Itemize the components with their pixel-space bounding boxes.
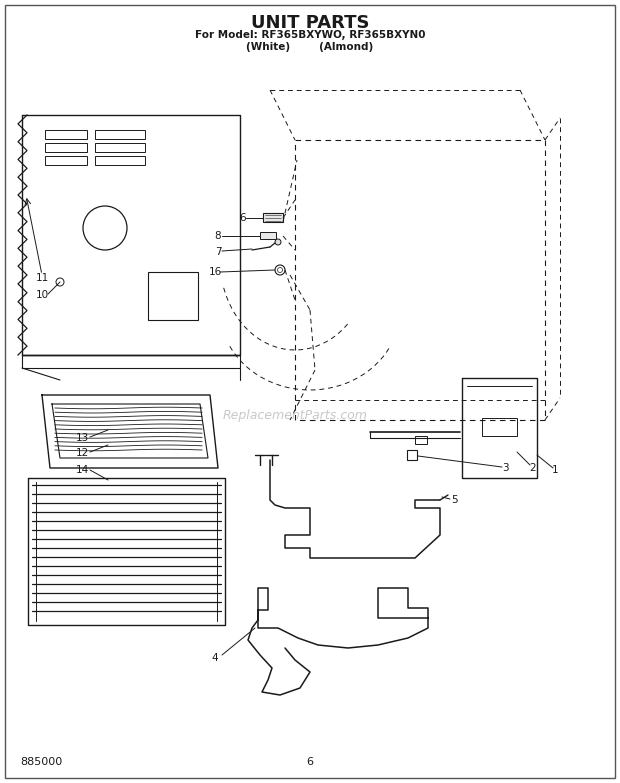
Text: 6: 6 xyxy=(306,757,314,767)
Bar xyxy=(45,156,87,165)
Bar xyxy=(95,130,145,139)
Text: 16: 16 xyxy=(208,267,221,277)
Text: 10: 10 xyxy=(35,290,48,300)
Text: For Model: RF365BXYWO, RF365BXYN0: For Model: RF365BXYWO, RF365BXYN0 xyxy=(195,30,425,40)
Bar xyxy=(45,130,87,139)
Text: 13: 13 xyxy=(76,433,89,443)
Text: 885000: 885000 xyxy=(20,757,62,767)
Text: 5: 5 xyxy=(452,495,458,505)
Text: 12: 12 xyxy=(76,448,89,458)
Bar xyxy=(415,436,427,444)
Text: 2: 2 xyxy=(529,463,536,473)
Text: 1: 1 xyxy=(552,465,559,475)
Bar xyxy=(95,143,145,152)
Text: 11: 11 xyxy=(35,273,48,283)
Bar xyxy=(95,156,145,165)
Text: 3: 3 xyxy=(502,463,508,473)
Text: (White)        (Almond): (White) (Almond) xyxy=(246,42,374,52)
Circle shape xyxy=(275,239,281,245)
Bar xyxy=(260,232,276,239)
Text: 14: 14 xyxy=(76,465,89,475)
Bar xyxy=(482,418,517,436)
Bar xyxy=(148,272,198,320)
Text: 7: 7 xyxy=(215,247,221,257)
Text: ReplacementParts.com: ReplacementParts.com xyxy=(223,409,368,421)
Text: UNIT PARTS: UNIT PARTS xyxy=(250,14,370,32)
Bar xyxy=(263,213,283,222)
Text: 6: 6 xyxy=(240,213,246,223)
Text: 4: 4 xyxy=(211,653,218,663)
Text: 8: 8 xyxy=(215,231,221,241)
Bar xyxy=(407,450,417,460)
Bar xyxy=(45,143,87,152)
